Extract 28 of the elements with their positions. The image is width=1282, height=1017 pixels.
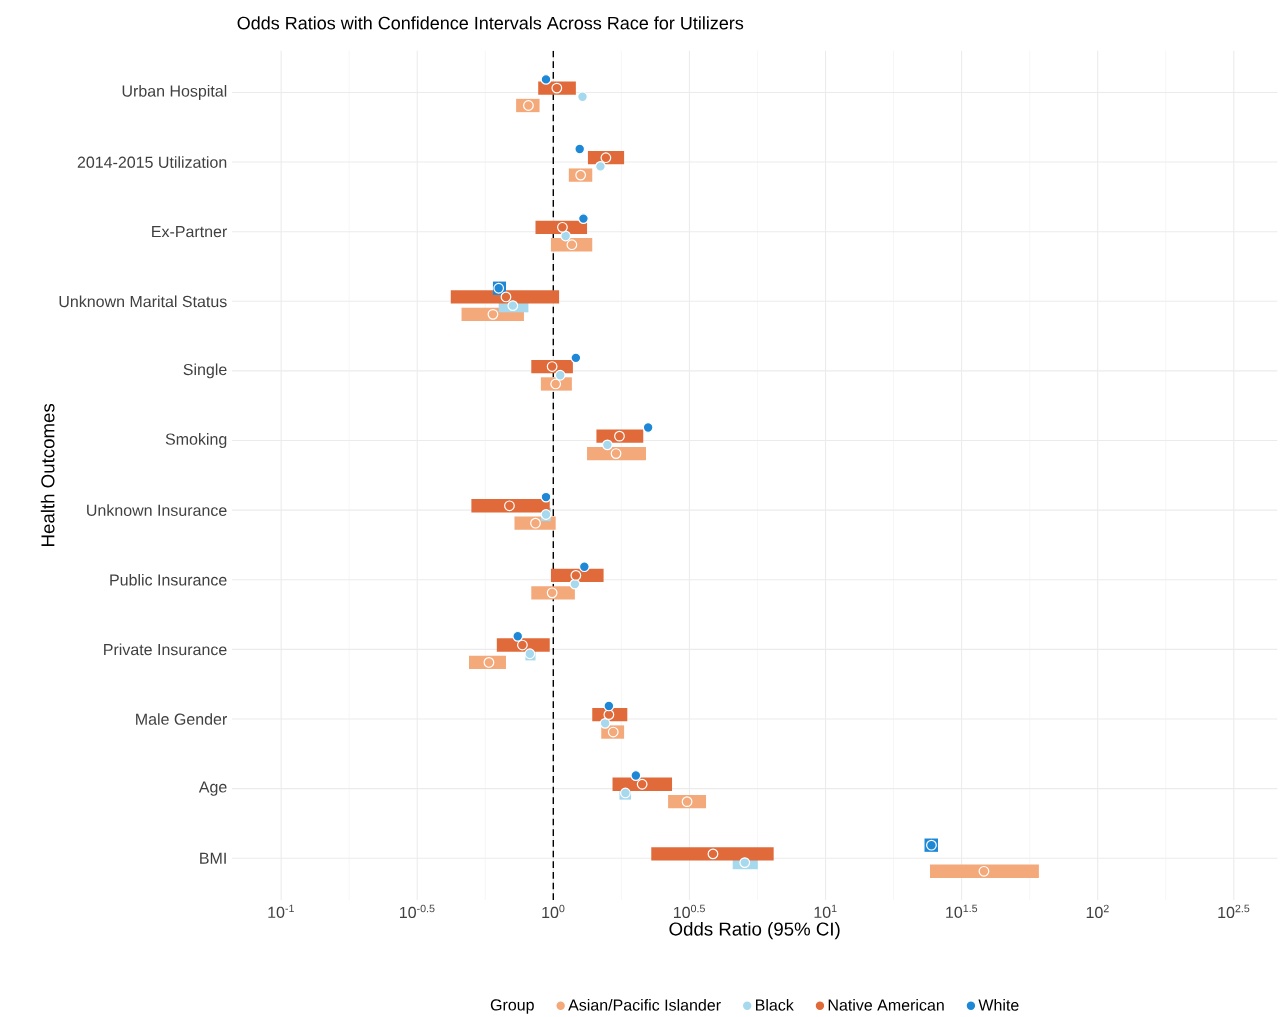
y-tick-label: Smoking (165, 433, 227, 448)
y-tick-label: Single (183, 363, 227, 379)
x-tick-label: 10$^{-0.5}$ (400, 904, 435, 919)
x-tick-label: 10$^{2.5}$ (1218, 904, 1250, 919)
x-tick-label: 10$^{0.5}$ (673, 904, 705, 919)
y-tick-label: Male Gender (136, 713, 227, 725)
y-tick-label: Unknown Marital Status (59, 295, 227, 308)
x-tick-label: 10$^{1}$ (814, 904, 837, 918)
y-tick-label: Ex-Partner (152, 226, 228, 238)
y-tick-label: BMI (200, 852, 226, 864)
legend-title: Group (490, 999, 534, 1014)
x-tick-label: 10$^{-1}$ (268, 904, 294, 918)
x-tick-label: 10$^{0}$ (542, 904, 565, 919)
chart-title: Odds Ratios with Confidence Intervals Across Race for Utilizers (237, 16, 744, 30)
legend-label: Asian/Pacific Islander (568, 999, 721, 1011)
x-axis-title: Odds Ratio (95% CI) (669, 921, 840, 940)
y-tick-label: Public Insurance (110, 573, 227, 586)
legend-label: Native American (828, 999, 944, 1011)
y-tick-label: Unknown Insurance (87, 504, 227, 517)
legend-label: White (978, 999, 1019, 1011)
y-axis-title: Health Outcomes (40, 403, 55, 546)
legend-label: Black (756, 999, 794, 1011)
y-tick-label: Urban Hospital (122, 84, 227, 100)
y-tick-label: 2014-2015 Utilization (77, 156, 227, 168)
x-tick-label: 10$^{1.5}$ (946, 904, 978, 918)
y-tick-label: Private Insurance (104, 643, 227, 656)
x-tick-label: 10$^{2}$ (1086, 904, 1109, 919)
y-tick-label: Age (198, 781, 227, 796)
